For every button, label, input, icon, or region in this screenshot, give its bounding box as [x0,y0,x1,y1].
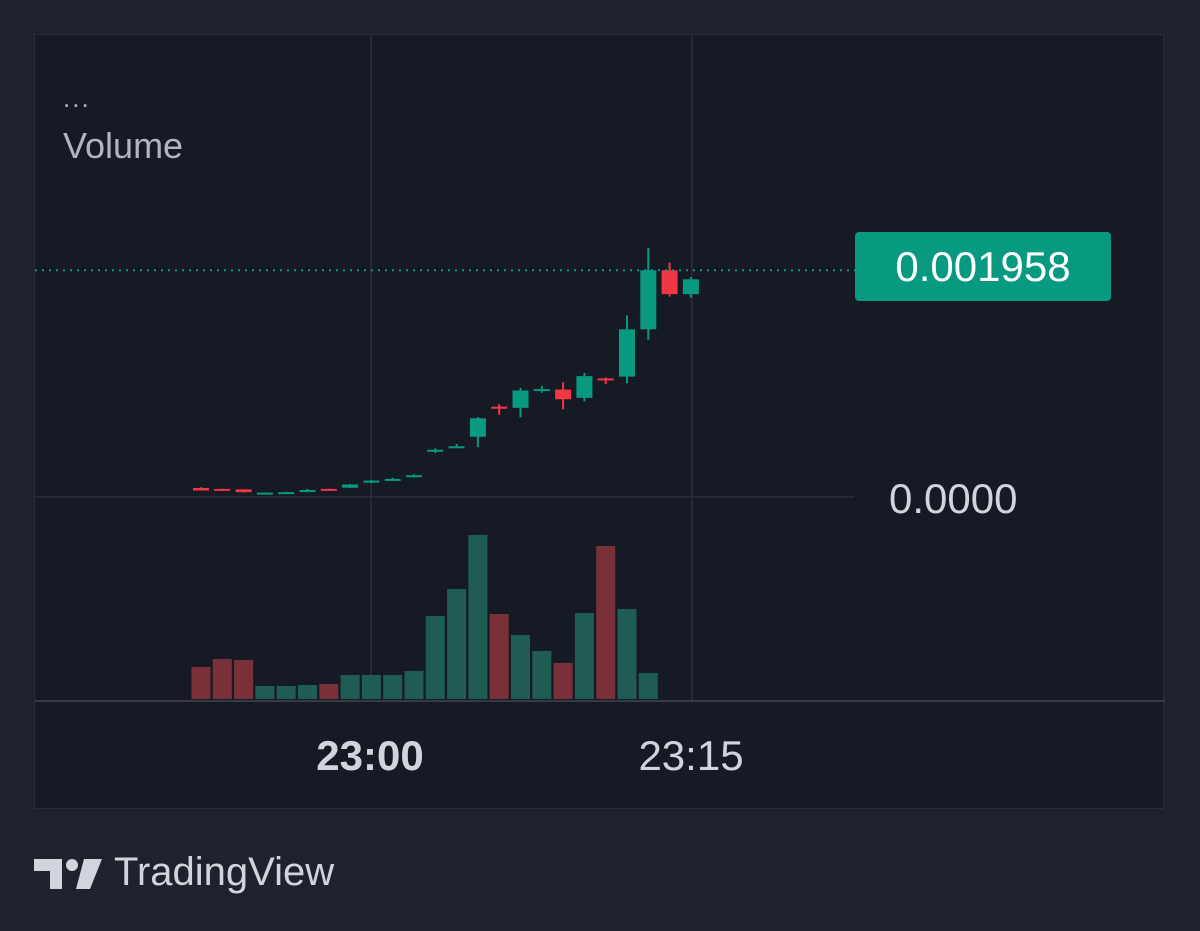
candlestick [342,484,359,489]
candle-body [256,492,273,495]
volume-bar [276,686,296,699]
volume-bar [532,651,552,699]
chart-canvas[interactable] [35,35,1165,810]
candlestick [427,448,444,453]
candle-body [512,390,529,408]
volume-bar [361,675,381,699]
volume-bar [596,546,616,699]
candle-body [682,279,699,295]
candle-body [320,488,337,491]
footer-branding[interactable]: TradingView [34,850,334,895]
candlestick [214,488,231,491]
candle-body [597,378,614,381]
volume-bar [255,686,275,699]
volume-bar [383,675,403,699]
candle-body [533,389,550,392]
candlestick [469,417,486,448]
candlestick [384,477,401,481]
candle-body [363,480,380,483]
volume-bar [447,589,467,699]
candlestick [320,488,337,491]
tradingview-logo-icon [34,858,102,889]
candlestick [299,488,316,493]
candlestick [278,491,295,495]
candlesticks [193,248,699,495]
time-axis-tick-label: 23:15 [638,732,744,779]
volume-bar [511,635,530,699]
candlestick [661,262,678,297]
volume-bar [234,660,254,699]
candle-body [193,487,209,491]
candlestick [491,404,508,415]
price-axis-tick-label: 0.0000 [889,475,1018,522]
volume-bar [340,675,360,699]
candle-body [576,376,593,398]
candle-body [619,329,635,377]
candlestick [640,248,657,340]
chart-frame[interactable]: ... Volume 0.001958 0.0000 23:00 23:15 [34,34,1165,810]
volume-bar [617,609,637,699]
candle-body [491,406,508,409]
volume-bar [191,667,211,699]
candle-body [661,270,678,295]
volume-bar [404,671,424,699]
candlestick [448,443,465,449]
candlestick [406,474,422,478]
volume-bar [574,613,594,699]
candle-body [640,270,657,330]
volume-bar [298,685,317,699]
candle-body [448,446,465,449]
volume-bar [425,616,445,699]
time-axis-tick-label: 23:00 [316,732,424,779]
volume-bar [468,535,488,699]
candlestick [619,315,635,384]
candlestick [363,479,380,484]
last-price-tag: 0.001958 [855,232,1111,301]
candlestick [682,276,699,298]
candle-body [299,490,316,493]
legend-volume-label: Volume [63,125,184,166]
volume-bar [319,684,339,699]
candle-body [235,489,252,493]
grid [35,35,1165,702]
candle-body [555,389,572,400]
candle-body [384,478,401,481]
candlestick [235,489,252,493]
candle-body [406,475,422,478]
candle-body [469,418,486,437]
candlestick [555,382,572,410]
volume-bar [489,614,509,699]
candle-body [427,449,444,452]
candlestick [576,372,593,402]
candlestick [193,487,209,491]
volume-bar [212,659,232,699]
brand-name: TradingView [114,850,335,894]
candle-body [278,492,295,495]
candle-body [342,484,359,488]
candlestick [512,387,529,418]
volume-bar [638,673,658,699]
candlestick [533,385,550,393]
volume-bar [553,663,573,699]
candlestick [597,377,614,384]
legend-menu-dots[interactable]: ... [63,83,91,113]
candle-body [214,488,231,491]
volume-bars [191,535,658,699]
candlestick [256,492,273,495]
